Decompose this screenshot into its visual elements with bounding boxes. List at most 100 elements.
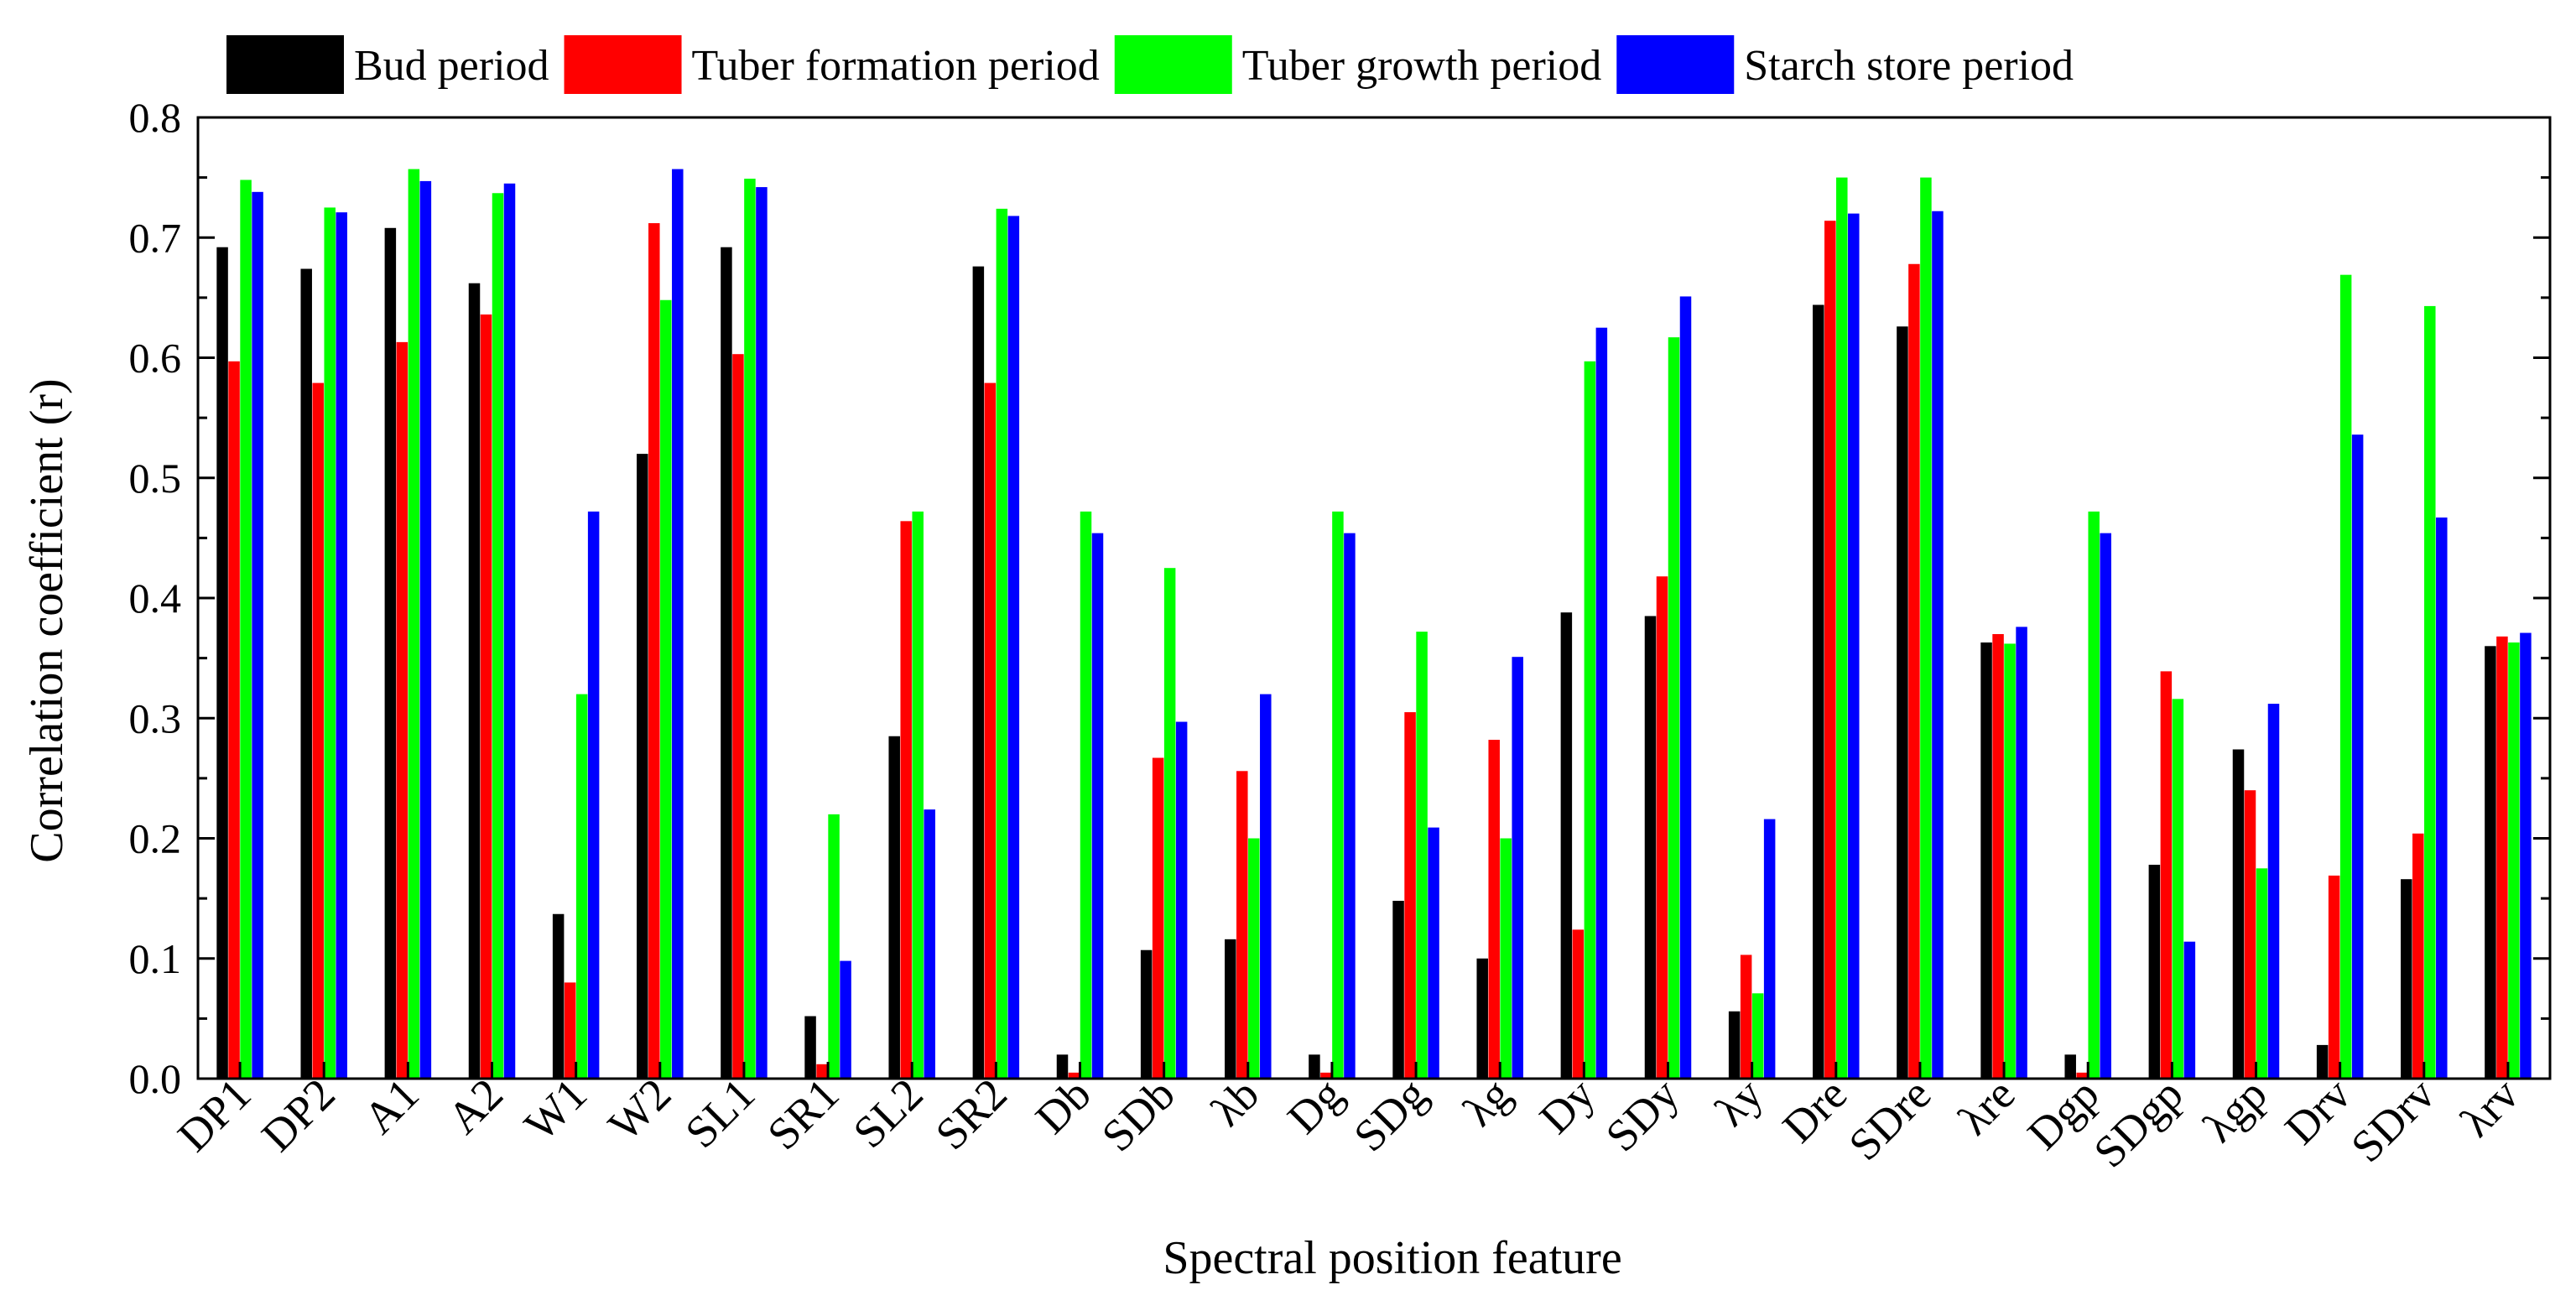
y-tick-label: 0.1: [129, 935, 182, 982]
bar-SDb-s2: [1152, 757, 1164, 1079]
bar-rv-s4: [2520, 632, 2532, 1079]
bar-W2-s4: [672, 169, 684, 1079]
bar-Db-s3: [1080, 511, 1092, 1079]
bar-DP1-s1: [216, 247, 228, 1079]
bar-Drv-s4: [2351, 434, 2364, 1079]
bar-SR1-s1: [804, 1016, 816, 1079]
bar-gp-s1: [2232, 749, 2245, 1079]
bar-A2-s4: [503, 183, 516, 1079]
bar-Drv-s3: [2339, 274, 2352, 1079]
bar-DP1-s2: [228, 361, 240, 1079]
bar-re-s4: [2016, 627, 2027, 1079]
bar-Dg-s2: [1320, 1072, 1332, 1079]
legend-swatch-1: [226, 35, 344, 94]
bar-SDre-s4: [1932, 211, 1944, 1079]
bar-SL2-s1: [888, 736, 900, 1079]
bar-SDre-s1: [1897, 326, 1908, 1079]
bar-re-s3: [2004, 643, 2016, 1079]
bar-rv-s2: [2496, 636, 2508, 1079]
bar-g-s4: [1512, 657, 1523, 1079]
x-category-label: SL2: [844, 1069, 933, 1157]
bar-Dg-s4: [1344, 533, 1356, 1079]
bar-SDrv-s4: [2436, 518, 2448, 1079]
bar-SDrv-s1: [2401, 879, 2412, 1079]
bar-DP2-s4: [336, 212, 347, 1079]
bar-SDy-s3: [1668, 337, 1680, 1079]
bars-group: [216, 169, 2532, 1079]
bar-b-s4: [1260, 694, 1272, 1079]
plot-frame: [196, 116, 2552, 1080]
x-category-label: DP1: [168, 1069, 260, 1161]
x-category-label: SL1: [675, 1069, 764, 1157]
x-category-label: SDb: [1092, 1069, 1184, 1161]
bar-Drv-s1: [2316, 1044, 2329, 1079]
bar-A2-s1: [468, 283, 481, 1079]
bar-Db-s1: [1056, 1054, 1069, 1079]
bar-g-s3: [1500, 838, 1512, 1079]
bar-SDre-s3: [1920, 177, 1932, 1079]
bar-SDrv-s2: [2412, 833, 2424, 1079]
bar-Dg-s3: [1332, 511, 1344, 1079]
bar-DP2-s1: [300, 268, 312, 1079]
x-category-label: DP2: [252, 1069, 344, 1161]
bar-A1-s4: [419, 180, 432, 1079]
bar-Dre-s4: [1848, 213, 1860, 1079]
y-tick-label: 0.7: [129, 214, 182, 261]
x-axis-title: Spectral position feature: [1163, 1232, 1621, 1284]
bar-SL1-s3: [744, 179, 756, 1079]
bar-SL2-s2: [900, 521, 912, 1079]
x-category-label: SDrv: [2341, 1069, 2444, 1172]
bar-SDy-s2: [1656, 576, 1668, 1079]
bar-Dre-s1: [1813, 304, 1824, 1079]
bar-W1-s2: [564, 982, 576, 1079]
bar-re-s1: [1980, 642, 1992, 1079]
bar-W2-s3: [660, 299, 672, 1079]
bar-A2-s3: [492, 193, 504, 1079]
bar-Db-s2: [1068, 1072, 1080, 1079]
legend-swatch-3: [1114, 35, 1232, 94]
bar-SR1-s3: [828, 814, 840, 1079]
bar-re-s2: [1992, 633, 2004, 1079]
bar-g-s1: [1476, 958, 1488, 1079]
bar-SR1-s4: [840, 960, 851, 1079]
bar-Dgp-s3: [2088, 511, 2100, 1079]
bar-A1-s3: [408, 169, 420, 1079]
x-category-label: SDy: [1596, 1069, 1689, 1161]
y-tick-label: 0.0: [129, 1055, 182, 1102]
bar-A2-s2: [480, 314, 492, 1079]
legend-label-2: Tuber formation period: [692, 42, 1100, 90]
bar-Dgp-s1: [2064, 1054, 2076, 1079]
bar-SDgp-s2: [2160, 671, 2173, 1079]
bar-y-s1: [1728, 1011, 1741, 1079]
bar-rv-s3: [2508, 642, 2520, 1079]
bar-SDre-s2: [1908, 263, 1920, 1079]
bar-Db-s4: [1091, 533, 1104, 1079]
bar-Dgp-s4: [2100, 533, 2111, 1079]
y-tick-label: 0.3: [129, 694, 182, 741]
bar-SL1-s1: [721, 247, 732, 1079]
bar-SR2-s2: [984, 382, 997, 1079]
bar-SDy-s4: [1679, 296, 1692, 1079]
bar-W2-s2: [648, 223, 660, 1079]
bar-W1-s4: [587, 511, 600, 1079]
bar-Drv-s2: [2328, 875, 2340, 1079]
y-tick-label: 0.4: [129, 575, 182, 622]
legend-label-1: Bud period: [354, 42, 549, 90]
x-category-label: SDre: [1839, 1069, 1940, 1170]
bar-SDg-s2: [1404, 712, 1416, 1079]
bar-SDg-s1: [1392, 900, 1404, 1079]
bar-b-s3: [1248, 838, 1260, 1079]
bar-W2-s1: [637, 454, 648, 1079]
bar-g-s2: [1488, 740, 1500, 1079]
bar-W1-s3: [575, 694, 588, 1079]
bar-SDb-s3: [1163, 568, 1176, 1079]
bar-SR2-s3: [996, 208, 1008, 1079]
y-tick-label: 0.2: [129, 815, 182, 862]
bar-Dgp-s2: [2076, 1072, 2088, 1079]
x-category-label: W2: [599, 1069, 681, 1151]
bar-SDrv-s3: [2424, 305, 2436, 1079]
bar-A1-s1: [384, 227, 397, 1079]
bar-SDg-s4: [1428, 827, 1439, 1079]
